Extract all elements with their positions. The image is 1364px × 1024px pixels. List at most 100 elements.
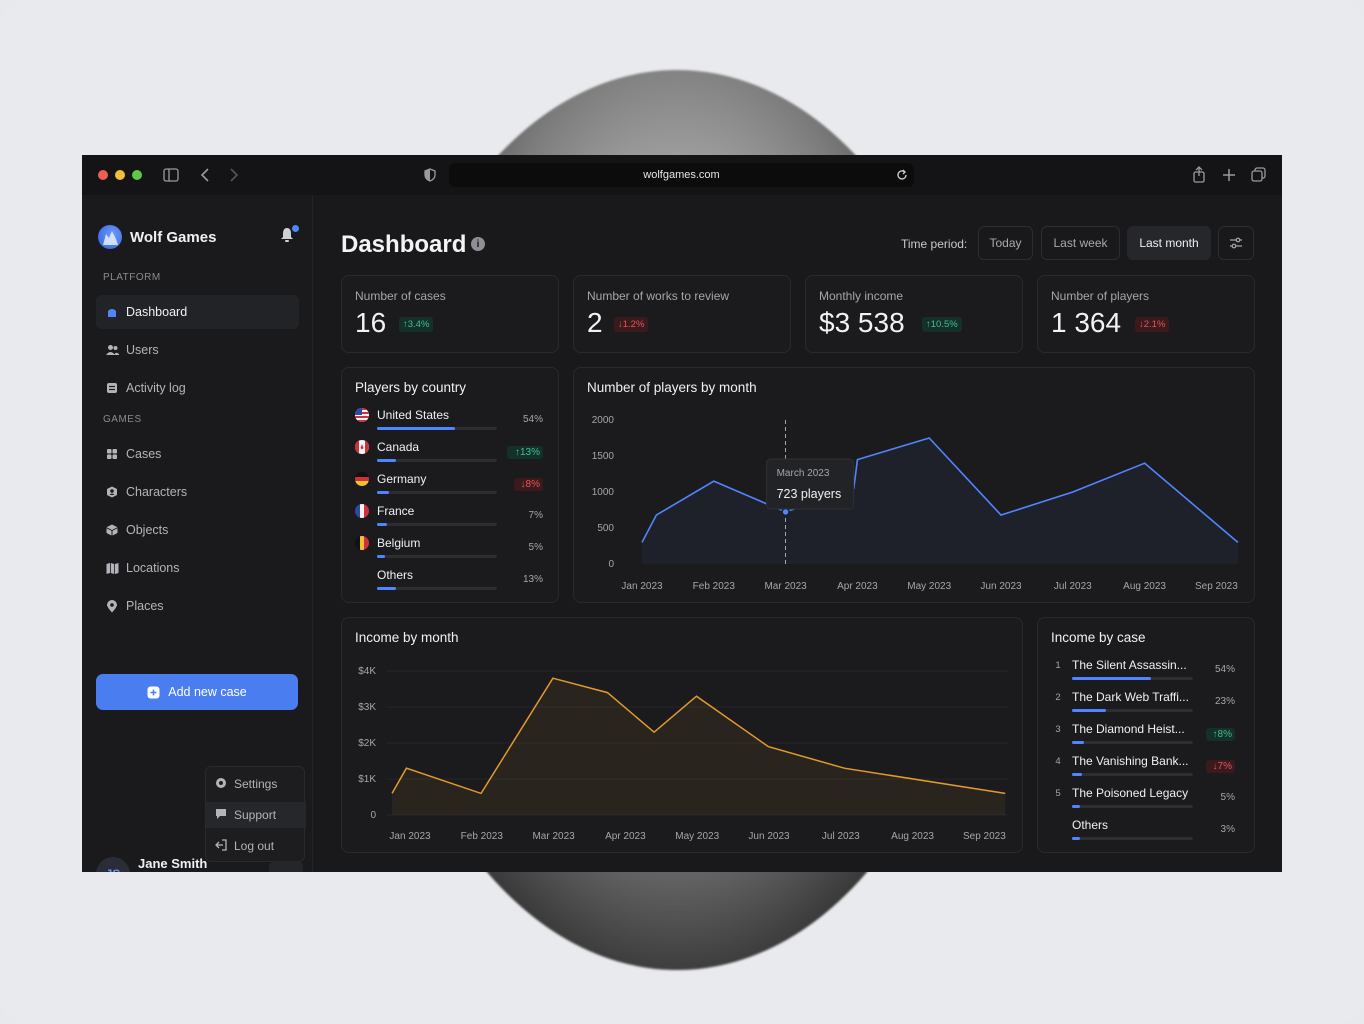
time-period-label: Time period: <box>901 237 968 251</box>
stat-card-works-to-review: Number of works to review 2 ↓ 1.2% <box>573 275 791 353</box>
reload-icon[interactable] <box>896 169 908 181</box>
sidebar-toggle-icon[interactable] <box>163 168 179 182</box>
user-menu-popup: Settings Support Log out <box>205 766 306 862</box>
activity-log-icon <box>105 381 119 395</box>
sidebar-item-label: Users <box>126 343 159 357</box>
stat-card-players: Number of players 1 364 ↓ 2.1% <box>1037 275 1255 353</box>
dashboard-icon <box>105 305 119 319</box>
percentage-value: 5% <box>528 542 543 553</box>
stat-card-cases: Number of cases 16 ↑ 3.4% <box>341 275 559 353</box>
back-icon[interactable] <box>200 168 210 182</box>
case-rank: 2 <box>1055 692 1061 703</box>
x-tick-label: Apr 2023 <box>605 831 646 842</box>
wolf-logo-icon <box>98 225 122 249</box>
sidebar: Wolf Games PLATFORM Dashboard Users Acti… <box>82 195 313 872</box>
shield-icon[interactable] <box>424 168 436 182</box>
x-tick-label: Apr 2023 <box>837 581 878 592</box>
minimize-window-button[interactable] <box>115 170 125 180</box>
share-icon[interactable] <box>1192 166 1206 183</box>
case-name[interactable]: The Diamond Heist... <box>1072 722 1185 736</box>
new-tab-icon[interactable] <box>1222 168 1236 182</box>
case-percentage: 23% <box>1193 696 1235 707</box>
country-bar-fill <box>377 523 387 526</box>
income-by-case-card: Income by case 1 The Silent Assassin... 54… <box>1037 617 1255 853</box>
user-name: Jane Smith <box>138 856 208 871</box>
chat-icon <box>215 808 229 823</box>
user-more-button[interactable] <box>269 861 303 872</box>
characters-icon <box>105 485 119 499</box>
period-today-button[interactable]: Today <box>978 226 1033 260</box>
x-tick-label: Jun 2023 <box>748 831 790 842</box>
url-bar[interactable]: wolfgames.com <box>449 163 914 187</box>
x-tick-label: Feb 2023 <box>693 581 736 592</box>
x-tick-label: Aug 2023 <box>1123 581 1166 592</box>
arrow-up-icon: ↑ <box>514 447 520 458</box>
case-name[interactable]: Others <box>1072 818 1109 832</box>
menu-item-label: Log out <box>234 839 275 853</box>
case-name[interactable]: The Poisoned Legacy <box>1072 786 1189 800</box>
info-icon[interactable]: i <box>471 237 485 251</box>
period-last-week-button[interactable]: Last week <box>1041 226 1120 260</box>
case-bar-track <box>1072 709 1193 712</box>
stat-value: 2 <box>587 307 603 338</box>
arrow-up-icon: ↑ <box>403 319 408 330</box>
income-by-month-card: Income by month 0 $1K $2K $3K $4K Jan 2023 Feb… <box>341 617 1023 853</box>
income-area <box>392 678 1006 815</box>
country-name: France <box>377 504 415 518</box>
section-label-platform: PLATFORM <box>103 272 161 283</box>
case-name[interactable]: The Dark Web Traffi... <box>1072 690 1189 704</box>
y-tick-label: $2K <box>358 738 376 749</box>
x-tick-label: Jan 2023 <box>389 831 431 842</box>
sidebar-item-activity-log[interactable]: Activity log <box>96 371 299 405</box>
sidebar-item-cases[interactable]: Cases <box>96 437 299 471</box>
percentage-value: 54% <box>522 414 543 425</box>
maximize-window-button[interactable] <box>132 170 142 180</box>
sidebar-item-dashboard[interactable]: Dashboard <box>96 295 299 329</box>
case-bar-fill <box>1072 741 1084 744</box>
country-percentage: ↓8% <box>514 478 543 491</box>
avatar[interactable]: JS <box>96 857 130 872</box>
close-window-button[interactable] <box>98 170 108 180</box>
tabs-overview-icon[interactable] <box>1251 167 1267 182</box>
country-bar-track <box>377 459 497 462</box>
card-title: Number of players by month <box>587 380 757 395</box>
sidebar-item-objects[interactable]: Objects <box>96 513 299 547</box>
notifications-bell-icon[interactable] <box>280 225 299 243</box>
x-tick-label: Feb 2023 <box>461 831 504 842</box>
x-tick-label: Aug 2023 <box>891 831 934 842</box>
canada-flag-icon <box>355 440 369 454</box>
case-bar-track <box>1072 773 1193 776</box>
forward-icon[interactable] <box>229 168 239 182</box>
country-bar-track <box>377 523 497 526</box>
sidebar-item-places[interactable]: Places <box>96 589 299 623</box>
percentage-value: 13% <box>519 447 540 458</box>
menu-item-logout[interactable]: Log out <box>206 833 306 859</box>
sidebar-item-users[interactable]: Users <box>96 333 299 367</box>
period-last-month-button[interactable]: Last month <box>1127 226 1211 260</box>
players-line-chart: 0 500 1000 1500 2000 March 2023 723 players Jan… <box>592 415 1239 592</box>
x-tick-label: Mar 2023 <box>764 581 807 592</box>
sidebar-item-locations[interactable]: Locations <box>96 551 299 585</box>
country-bar-track <box>377 491 497 494</box>
brand[interactable]: Wolf Games <box>98 225 216 249</box>
players-by-country-card: Players by country United States 54% Canad… <box>341 367 559 603</box>
menu-item-settings[interactable]: Settings <box>206 771 306 797</box>
case-name[interactable]: The Silent Assassin... <box>1072 658 1187 672</box>
x-tick-label: Jan 2023 <box>621 581 663 592</box>
menu-item-support[interactable]: Support <box>206 802 306 828</box>
y-tick-label: 0 <box>608 559 614 570</box>
places-icon <box>105 599 119 613</box>
percentage-value: 8% <box>525 479 540 490</box>
country-name: Others <box>377 568 414 582</box>
percentage-value: 13% <box>522 574 543 585</box>
stat-change-value: 3.4% <box>407 319 430 330</box>
filter-settings-button[interactable] <box>1218 226 1254 260</box>
sidebar-item-label: Dashboard <box>126 305 188 319</box>
sidebar-item-characters[interactable]: Characters <box>96 475 299 509</box>
arrow-up-icon: ↑ <box>1212 729 1218 740</box>
stat-change-badge: ↓ 2.1% <box>1135 317 1170 332</box>
case-name[interactable]: The Vanishing Bank... <box>1072 754 1189 768</box>
menu-item-label: Support <box>234 808 277 822</box>
add-new-case-button[interactable]: Add new case <box>96 674 298 710</box>
